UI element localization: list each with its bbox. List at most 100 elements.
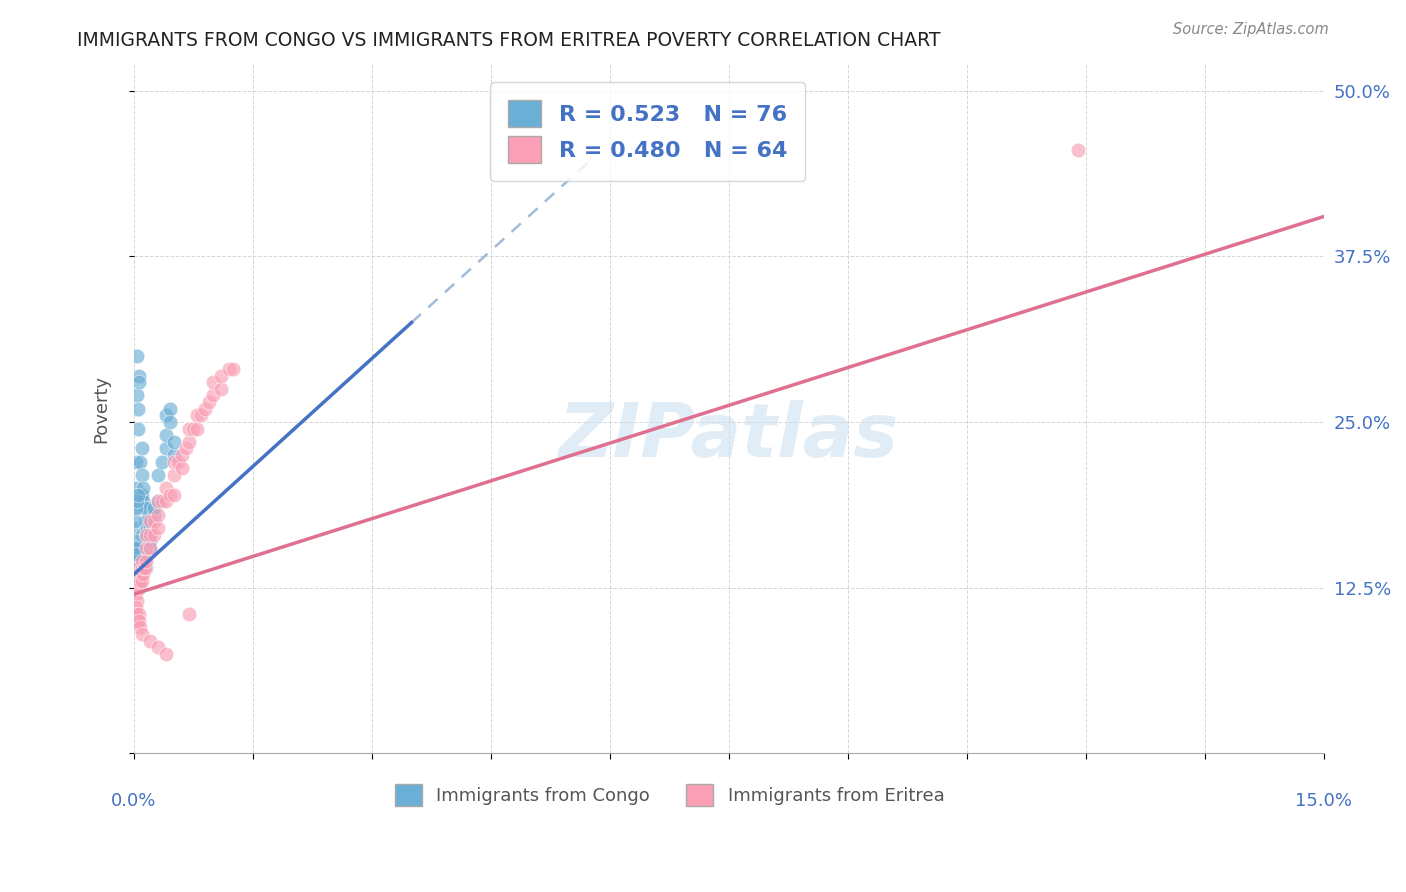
Point	[127, 388, 149, 402]
Point	[127, 567, 149, 582]
Point	[155, 442, 177, 456]
Point	[209, 368, 232, 383]
Point	[135, 554, 157, 568]
Point	[124, 541, 146, 555]
Point	[127, 541, 149, 555]
Point	[174, 442, 197, 456]
Point	[162, 488, 184, 502]
Point	[162, 434, 184, 449]
Point	[124, 607, 146, 621]
Point	[132, 494, 155, 508]
Point	[128, 607, 150, 621]
Point	[155, 647, 177, 661]
Point	[127, 614, 149, 628]
Point	[159, 488, 181, 502]
Point	[124, 541, 146, 555]
Point	[131, 560, 153, 574]
Point	[129, 574, 152, 588]
Point	[127, 560, 149, 574]
Point	[127, 349, 149, 363]
Point	[142, 527, 165, 541]
Point	[186, 421, 208, 435]
Point	[134, 560, 156, 574]
Point	[129, 488, 152, 502]
Point	[125, 455, 148, 469]
Text: Source: ZipAtlas.com: Source: ZipAtlas.com	[1173, 22, 1329, 37]
Point	[128, 574, 150, 588]
Point	[202, 375, 225, 389]
Point	[1067, 143, 1090, 157]
Text: IMMIGRANTS FROM CONGO VS IMMIGRANTS FROM ERITREA POVERTY CORRELATION CHART: IMMIGRANTS FROM CONGO VS IMMIGRANTS FROM…	[77, 31, 941, 50]
Point	[162, 448, 184, 462]
Point	[129, 455, 152, 469]
Point	[135, 514, 157, 528]
Point	[131, 554, 153, 568]
Point	[129, 554, 152, 568]
Point	[139, 541, 162, 555]
Point	[124, 481, 146, 495]
Point	[131, 442, 153, 456]
Point	[132, 554, 155, 568]
Point	[125, 574, 148, 588]
Point	[139, 514, 162, 528]
Point	[146, 521, 169, 535]
Point	[128, 574, 150, 588]
Point	[146, 494, 169, 508]
Point	[124, 560, 146, 574]
Point	[128, 560, 150, 574]
Point	[128, 614, 150, 628]
Point	[183, 421, 205, 435]
Point	[135, 527, 157, 541]
Point	[202, 388, 225, 402]
Point	[170, 461, 193, 475]
Point	[127, 594, 149, 608]
Point	[150, 494, 173, 508]
Point	[209, 382, 232, 396]
Point	[134, 501, 156, 516]
Point	[128, 581, 150, 595]
Point	[155, 481, 177, 495]
Point	[124, 548, 146, 562]
Point	[131, 467, 153, 482]
Point	[128, 488, 150, 502]
Point	[134, 560, 156, 574]
Point	[127, 560, 149, 574]
Point	[125, 501, 148, 516]
Point	[131, 488, 153, 502]
Point	[155, 409, 177, 423]
Point	[139, 527, 162, 541]
Point	[124, 534, 146, 549]
Point	[170, 448, 193, 462]
Point	[146, 494, 169, 508]
Point	[162, 455, 184, 469]
Point	[127, 421, 149, 435]
Point	[139, 521, 162, 535]
Point	[134, 554, 156, 568]
Point	[124, 501, 146, 516]
Point	[198, 395, 221, 409]
Point	[127, 567, 149, 582]
Point	[136, 521, 159, 535]
Y-axis label: Poverty: Poverty	[93, 375, 110, 442]
Point	[128, 554, 150, 568]
Point	[139, 541, 162, 555]
Text: ZIPatlas: ZIPatlas	[560, 400, 898, 473]
Point	[125, 541, 148, 555]
Point	[134, 560, 156, 574]
Point	[125, 607, 148, 621]
Text: 15.0%: 15.0%	[1295, 792, 1353, 810]
Point	[129, 567, 152, 582]
Point	[127, 494, 149, 508]
Point	[190, 409, 212, 423]
Point	[132, 481, 155, 495]
Point	[129, 620, 152, 634]
Point	[129, 560, 152, 574]
Point	[139, 633, 162, 648]
Legend: R = 0.523   N = 76, R = 0.480   N = 64: R = 0.523 N = 76, R = 0.480 N = 64	[491, 82, 806, 181]
Point	[141, 514, 163, 528]
Point	[127, 548, 149, 562]
Point	[132, 567, 155, 582]
Point	[139, 534, 162, 549]
Point	[125, 521, 148, 535]
Point	[135, 541, 157, 555]
